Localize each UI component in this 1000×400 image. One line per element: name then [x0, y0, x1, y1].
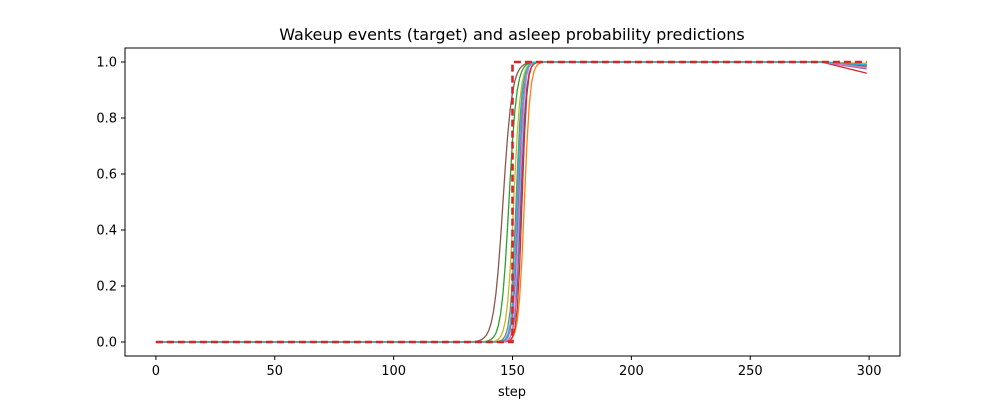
x-axis-ticks: 0 50 100 150 200 250 300: [152, 356, 882, 379]
x-tick-label: 150: [500, 364, 525, 379]
y-tick-label: 0.8: [96, 112, 117, 127]
axes-frame: [124, 47, 901, 357]
y-tick-label: 0.6: [96, 168, 117, 183]
x-tick-label: 250: [738, 364, 763, 379]
x-tick-label: 200: [619, 364, 644, 379]
x-tick-label: 50: [266, 364, 283, 379]
target-step-line: [155, 60, 867, 344]
x-axis-label: step: [498, 385, 526, 400]
chart-title: Wakeup events (target) and asleep probab…: [279, 25, 745, 44]
x-tick-label: 300: [857, 364, 882, 379]
y-tick-label: 0.2: [96, 280, 117, 295]
y-axis-ticks: 0.0 0.2 0.4 0.6 0.8 1.0: [96, 56, 125, 351]
y-tick-label: 0.4: [96, 224, 117, 239]
y-tick-label: 0.0: [96, 336, 117, 351]
y-tick-label: 1.0: [96, 56, 117, 71]
x-tick-label: 0: [152, 364, 160, 379]
plot-area: [155, 60, 867, 344]
x-tick-label: 100: [381, 364, 406, 379]
